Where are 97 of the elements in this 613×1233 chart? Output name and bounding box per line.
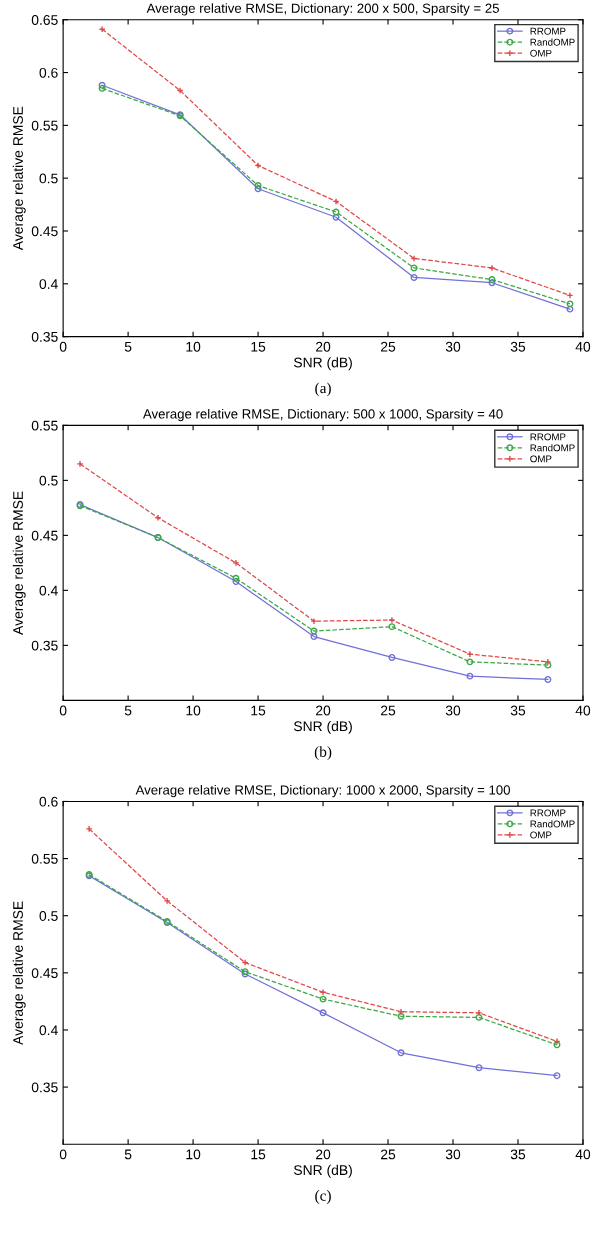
point	[319, 1009, 327, 1017]
y-tick-label: 0.45	[31, 968, 58, 979]
x-tick-label: 40	[575, 705, 591, 716]
x-tick-label: 40	[575, 1149, 591, 1160]
chart-title: Average relative RMSE, Dictionary: 1000 x 2000, Sparsity = 100	[135, 784, 510, 798]
x-axis-title: SNR (dB)	[293, 720, 352, 734]
point	[241, 959, 249, 967]
x-tick-label: 40	[575, 341, 591, 352]
point	[466, 650, 474, 658]
point	[388, 653, 396, 661]
x-tick-label: 0	[59, 341, 67, 352]
point	[397, 1008, 405, 1016]
y-tick-label: 0.55	[31, 120, 58, 131]
y-tick-label: 0.35	[31, 1082, 58, 1093]
y-axis-title: Average relative RMSE	[12, 491, 26, 635]
x-tick-label: 20	[316, 705, 331, 716]
point	[410, 273, 418, 281]
x-tick-label: 35	[510, 1149, 526, 1160]
x-tick-label: 15	[251, 341, 266, 352]
point	[76, 460, 84, 468]
legend-label: OMP	[530, 831, 552, 839]
legend-label: RandOMP	[530, 38, 575, 46]
point	[163, 897, 171, 905]
y-tick-label: 0.45	[31, 226, 58, 237]
x-tick-label: 25	[381, 705, 396, 716]
point	[475, 1009, 483, 1017]
x-tick-label: 5	[124, 1149, 132, 1160]
x-tick-label: 5	[124, 341, 132, 352]
point	[310, 617, 318, 625]
y-tick-label: 0.5	[39, 911, 58, 921]
point	[319, 988, 327, 996]
x-tick-label: 20	[316, 341, 331, 352]
y-tick-label: 0.4	[39, 279, 58, 289]
x-tick-label: 15	[251, 705, 266, 716]
legend-label: RandOMP	[530, 820, 575, 828]
y-tick-label: 0.6	[39, 67, 58, 78]
legend-label: OMP	[530, 49, 552, 57]
point	[176, 87, 184, 94]
y-tick-label: 0.55	[31, 853, 58, 864]
y-tick-label: 0.5	[39, 173, 58, 184]
text: (a)	[315, 382, 331, 397]
point	[466, 672, 474, 680]
x-tick-label: 0	[59, 1149, 67, 1160]
y-tick-label: 0.4	[39, 585, 58, 596]
text: (c)	[315, 1190, 331, 1204]
point	[475, 1064, 483, 1072]
legend-label: OMP	[530, 455, 552, 463]
x-tick-label: 30	[445, 341, 461, 352]
x-tick-label: 5	[124, 705, 132, 716]
text: (b)	[314, 746, 332, 761]
x-tick-label: 10	[186, 341, 201, 352]
x-tick-label: 20	[316, 1149, 331, 1160]
y-tick-label: 0.4	[39, 1025, 58, 1036]
legend-label: RROMP	[530, 27, 566, 35]
x-tick-label: 25	[381, 1149, 396, 1160]
legend-label: RROMP	[530, 809, 566, 817]
point	[154, 514, 162, 522]
legend-label: RandOMP	[530, 444, 575, 452]
point	[466, 658, 474, 666]
x-axis-title: SNR (dB)	[293, 1164, 352, 1178]
y-axis-title: Average relative RMSE	[12, 106, 26, 251]
x-tick-label: 35	[510, 705, 526, 716]
x-axis-title: SNR (dB)	[293, 357, 352, 371]
point	[410, 254, 418, 262]
point	[388, 623, 396, 631]
chart-title: Average relative RMSE, Dictionary: 500 x 1000, Sparsity = 40	[142, 408, 503, 422]
y-tick-label: 0.55	[31, 420, 58, 431]
x-tick-label: 0	[59, 705, 67, 716]
y-tick-label: 0.35	[31, 331, 58, 342]
x-tick-label: 30	[445, 705, 461, 716]
x-tick-label: 25	[381, 341, 396, 352]
chart-title: Average relative RMSE, Dictionary: 200 x 500, Sparsity = 25	[146, 3, 499, 16]
x-tick-label: 30	[445, 1149, 461, 1160]
point	[332, 197, 340, 205]
point	[388, 616, 396, 624]
y-tick-label: 0.65	[31, 15, 58, 25]
point	[544, 675, 552, 683]
point	[232, 574, 240, 582]
legend-label: RROMP	[530, 433, 566, 441]
point	[254, 162, 262, 169]
y-tick-label: 0.5	[39, 475, 58, 486]
y-tick-label: 0.45	[31, 530, 58, 541]
point	[98, 25, 106, 33]
point	[553, 1037, 561, 1045]
point	[566, 291, 574, 299]
point	[488, 264, 496, 272]
point	[85, 825, 93, 833]
point	[553, 1072, 561, 1080]
x-tick-label: 10	[186, 705, 201, 716]
x-tick-label: 35	[510, 341, 526, 352]
point	[397, 1049, 405, 1057]
y-axis-title: Average relative RMSE	[12, 901, 26, 1045]
y-tick-label: 0.6	[39, 796, 58, 807]
x-tick-label: 10	[186, 1149, 201, 1160]
y-tick-label: 0.35	[31, 640, 58, 651]
x-tick-label: 15	[251, 1149, 266, 1160]
point	[232, 559, 240, 567]
